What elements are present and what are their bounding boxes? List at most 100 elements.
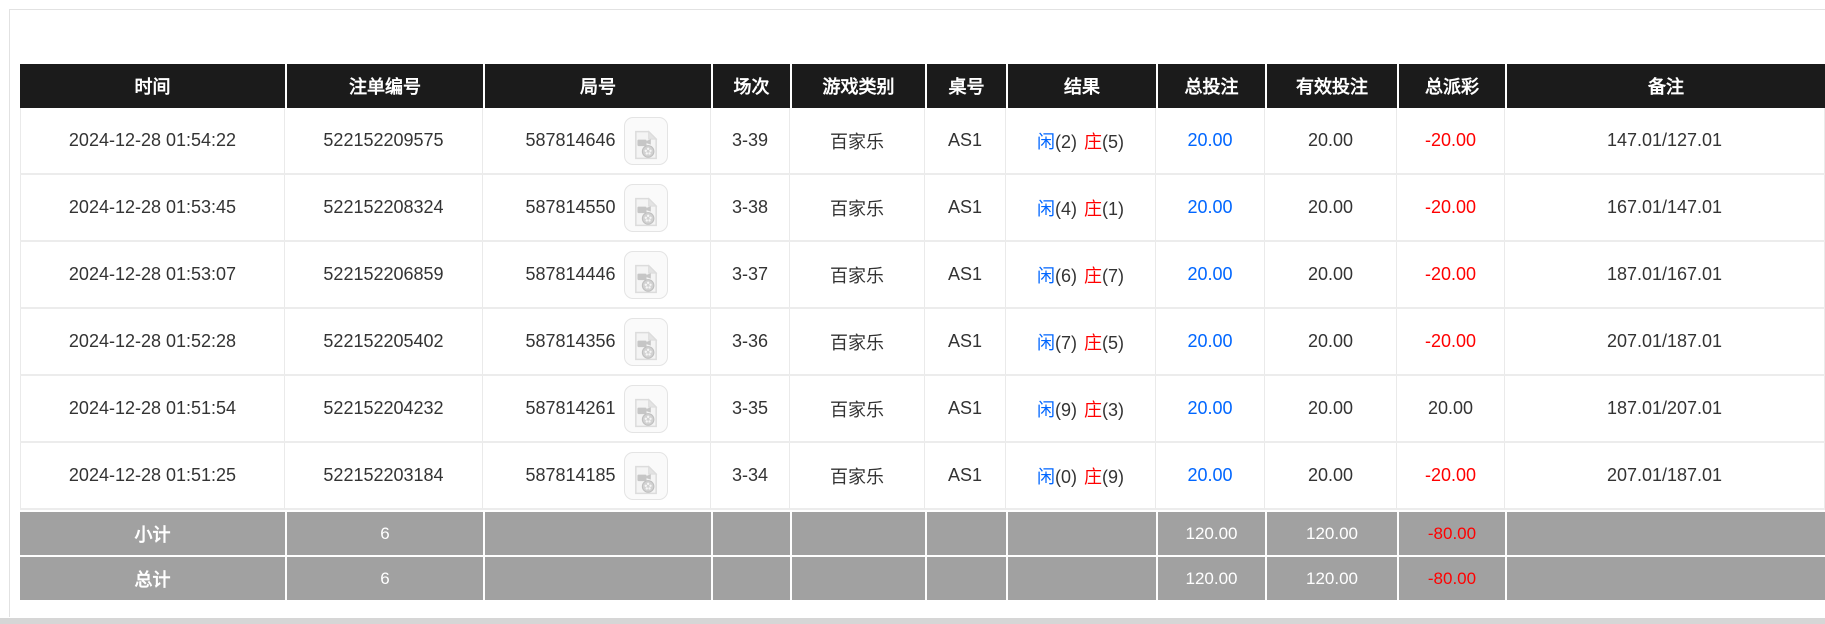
- cell-result: 闲(9) 庄(3): [1006, 376, 1156, 443]
- table-footer: 小计 6 120.00 120.00 -80.00 总计 6 120.00 12…: [20, 510, 1825, 600]
- cell-session: 3-36: [711, 309, 790, 376]
- subtotal-remark: [1505, 510, 1825, 555]
- cell-table-no: AS1: [925, 108, 1006, 175]
- round-id-text: 587814646: [525, 130, 616, 150]
- panel-top-border: [9, 9, 1825, 10]
- table-row: 2024-12-28 01:53:07 522152206859 587814446…: [20, 242, 1825, 309]
- video-replay-button[interactable]: [623, 384, 668, 433]
- cell-time: 2024-12-28 01:52:28: [20, 309, 285, 376]
- result-banker-score: (1): [1102, 198, 1124, 219]
- cell-round-id: 587814646: [483, 108, 711, 175]
- subtotal-empty-result: [1006, 510, 1156, 555]
- video-replay-icon: [634, 465, 658, 495]
- cell-total-bet: 20.00: [1156, 376, 1265, 443]
- header-time: 时间: [20, 64, 285, 108]
- result-player-label: 闲: [1037, 466, 1055, 487]
- header-payout: 总派彩: [1397, 64, 1505, 108]
- result-banker-score: (7): [1102, 265, 1124, 286]
- cell-payout: -20.00: [1397, 443, 1505, 510]
- cell-valid-bet: 20.00: [1265, 443, 1397, 510]
- table-header: 时间 注单编号 局号 场次 游戏类别 桌号 结果 总投注 有效投注 总派彩 备注: [20, 64, 1825, 108]
- total-total-bet: 120.00: [1156, 555, 1265, 600]
- cell-bet-id: 522152209575: [285, 108, 483, 175]
- cell-total-bet: 20.00: [1156, 108, 1265, 175]
- cell-total-bet: 20.00: [1156, 443, 1265, 510]
- total-empty-table: [925, 555, 1006, 600]
- result-banker-label: 庄: [1084, 131, 1102, 152]
- bet-records-table: 时间 注单编号 局号 场次 游戏类别 桌号 结果 总投注 有效投注 总派彩 备注…: [20, 64, 1825, 600]
- cell-result: 闲(0) 庄(9): [1006, 443, 1156, 510]
- cell-remark: 207.01/187.01: [1505, 309, 1825, 376]
- result-player-score: (0): [1055, 466, 1077, 487]
- total-empty-session: [711, 555, 790, 600]
- cell-payout: 20.00: [1397, 376, 1505, 443]
- cell-time: 2024-12-28 01:53:07: [20, 242, 285, 309]
- result-player-label: 闲: [1037, 399, 1055, 420]
- result-player-label: 闲: [1037, 198, 1055, 219]
- round-id-text: 587814185: [525, 465, 616, 485]
- total-count: 6: [285, 555, 483, 600]
- header-remark: 备注: [1505, 64, 1825, 108]
- header-bet-id: 注单编号: [285, 64, 483, 108]
- cell-bet-id: 522152208324: [285, 175, 483, 242]
- cell-table-no: AS1: [925, 376, 1006, 443]
- result-player-score: (6): [1055, 265, 1077, 286]
- subtotal-payout: -80.00: [1397, 510, 1505, 555]
- cell-bet-id: 522152204232: [285, 376, 483, 443]
- total-payout: -80.00: [1397, 555, 1505, 600]
- records-body: 2024-12-28 01:54:22 522152209575 587814646…: [20, 108, 1825, 510]
- result-banker-score: (3): [1102, 399, 1124, 420]
- cell-time: 2024-12-28 01:51:54: [20, 376, 285, 443]
- cell-game-type: 百家乐: [790, 175, 925, 242]
- cell-bet-id: 522152205402: [285, 309, 483, 376]
- cell-result: 闲(2) 庄(5): [1006, 108, 1156, 175]
- result-banker-label: 庄: [1084, 332, 1102, 353]
- result-banker-label: 庄: [1084, 198, 1102, 219]
- panel-left-border: [9, 9, 10, 617]
- video-replay-button[interactable]: [623, 116, 668, 165]
- video-replay-button[interactable]: [623, 183, 668, 232]
- video-replay-button[interactable]: [623, 250, 668, 299]
- video-replay-icon: [634, 398, 658, 428]
- cell-game-type: 百家乐: [790, 376, 925, 443]
- cell-payout: -20.00: [1397, 108, 1505, 175]
- subtotal-total-bet: 120.00: [1156, 510, 1265, 555]
- result-player-score: (9): [1055, 399, 1077, 420]
- table-row: 2024-12-28 01:53:45 522152208324 587814550…: [20, 175, 1825, 242]
- cell-payout: -20.00: [1397, 242, 1505, 309]
- result-player-label: 闲: [1037, 131, 1055, 152]
- cell-result: 闲(4) 庄(1): [1006, 175, 1156, 242]
- video-replay-button[interactable]: [623, 317, 668, 366]
- subtotal-label: 小计: [20, 510, 285, 555]
- round-id-text: 587814356: [525, 331, 616, 351]
- cell-payout: -20.00: [1397, 309, 1505, 376]
- cell-time: 2024-12-28 01:51:25: [20, 443, 285, 510]
- cell-game-type: 百家乐: [790, 242, 925, 309]
- total-remark: [1505, 555, 1825, 600]
- header-round-id: 局号: [483, 64, 711, 108]
- result-banker-label: 庄: [1084, 466, 1102, 487]
- cell-valid-bet: 20.00: [1265, 108, 1397, 175]
- cell-valid-bet: 20.00: [1265, 376, 1397, 443]
- subtotal-empty-table: [925, 510, 1006, 555]
- result-player-score: (7): [1055, 332, 1077, 353]
- cell-valid-bet: 20.00: [1265, 242, 1397, 309]
- cell-result: 闲(7) 庄(5): [1006, 309, 1156, 376]
- total-empty-game: [790, 555, 925, 600]
- cell-remark: 187.01/167.01: [1505, 242, 1825, 309]
- cell-remark: 167.01/147.01: [1505, 175, 1825, 242]
- cell-session: 3-37: [711, 242, 790, 309]
- table-row: 2024-12-28 01:51:25 522152203184 587814185…: [20, 443, 1825, 510]
- result-player-label: 闲: [1037, 332, 1055, 353]
- subtotal-empty-game: [790, 510, 925, 555]
- cell-valid-bet: 20.00: [1265, 175, 1397, 242]
- video-replay-button[interactable]: [623, 451, 668, 500]
- result-banker-label: 庄: [1084, 265, 1102, 286]
- cell-round-id: 587814446: [483, 242, 711, 309]
- subtotal-valid-bet: 120.00: [1265, 510, 1397, 555]
- result-banker-score: (5): [1102, 131, 1124, 152]
- cell-table-no: AS1: [925, 242, 1006, 309]
- cell-valid-bet: 20.00: [1265, 309, 1397, 376]
- result-player-score: (4): [1055, 198, 1077, 219]
- cell-remark: 187.01/207.01: [1505, 376, 1825, 443]
